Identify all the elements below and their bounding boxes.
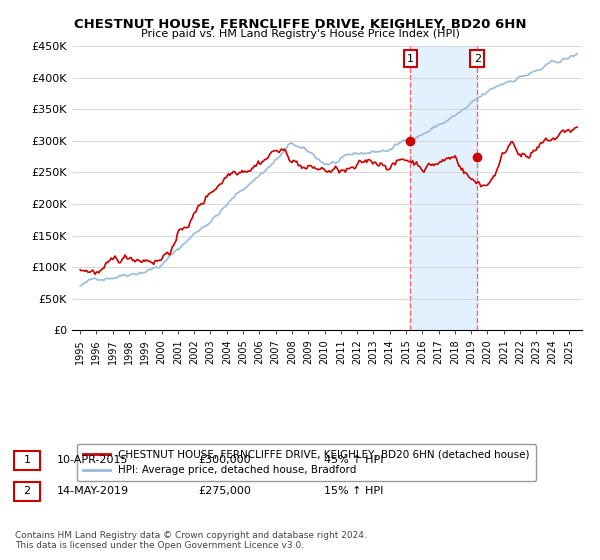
- Text: CHESTNUT HOUSE, FERNCLIFFE DRIVE, KEIGHLEY, BD20 6HN: CHESTNUT HOUSE, FERNCLIFFE DRIVE, KEIGHL…: [74, 18, 526, 31]
- Text: 1: 1: [23, 455, 31, 465]
- Text: 2: 2: [23, 486, 31, 496]
- Text: 45% ↑ HPI: 45% ↑ HPI: [324, 455, 383, 465]
- Text: Price paid vs. HM Land Registry's House Price Index (HPI): Price paid vs. HM Land Registry's House …: [140, 29, 460, 39]
- Text: 15% ↑ HPI: 15% ↑ HPI: [324, 486, 383, 496]
- Legend: CHESTNUT HOUSE, FERNCLIFFE DRIVE, KEIGHLEY, BD20 6HN (detached house), HPI: Aver: CHESTNUT HOUSE, FERNCLIFFE DRIVE, KEIGHL…: [77, 444, 536, 482]
- Text: 1: 1: [407, 54, 414, 64]
- Text: 10-APR-2015: 10-APR-2015: [57, 455, 128, 465]
- Text: £300,000: £300,000: [198, 455, 251, 465]
- Text: Contains HM Land Registry data © Crown copyright and database right 2024.
This d: Contains HM Land Registry data © Crown c…: [15, 530, 367, 550]
- Text: £275,000: £275,000: [198, 486, 251, 496]
- Text: 14-MAY-2019: 14-MAY-2019: [57, 486, 129, 496]
- Bar: [410, 46, 477, 330]
- Text: 2: 2: [473, 54, 481, 64]
